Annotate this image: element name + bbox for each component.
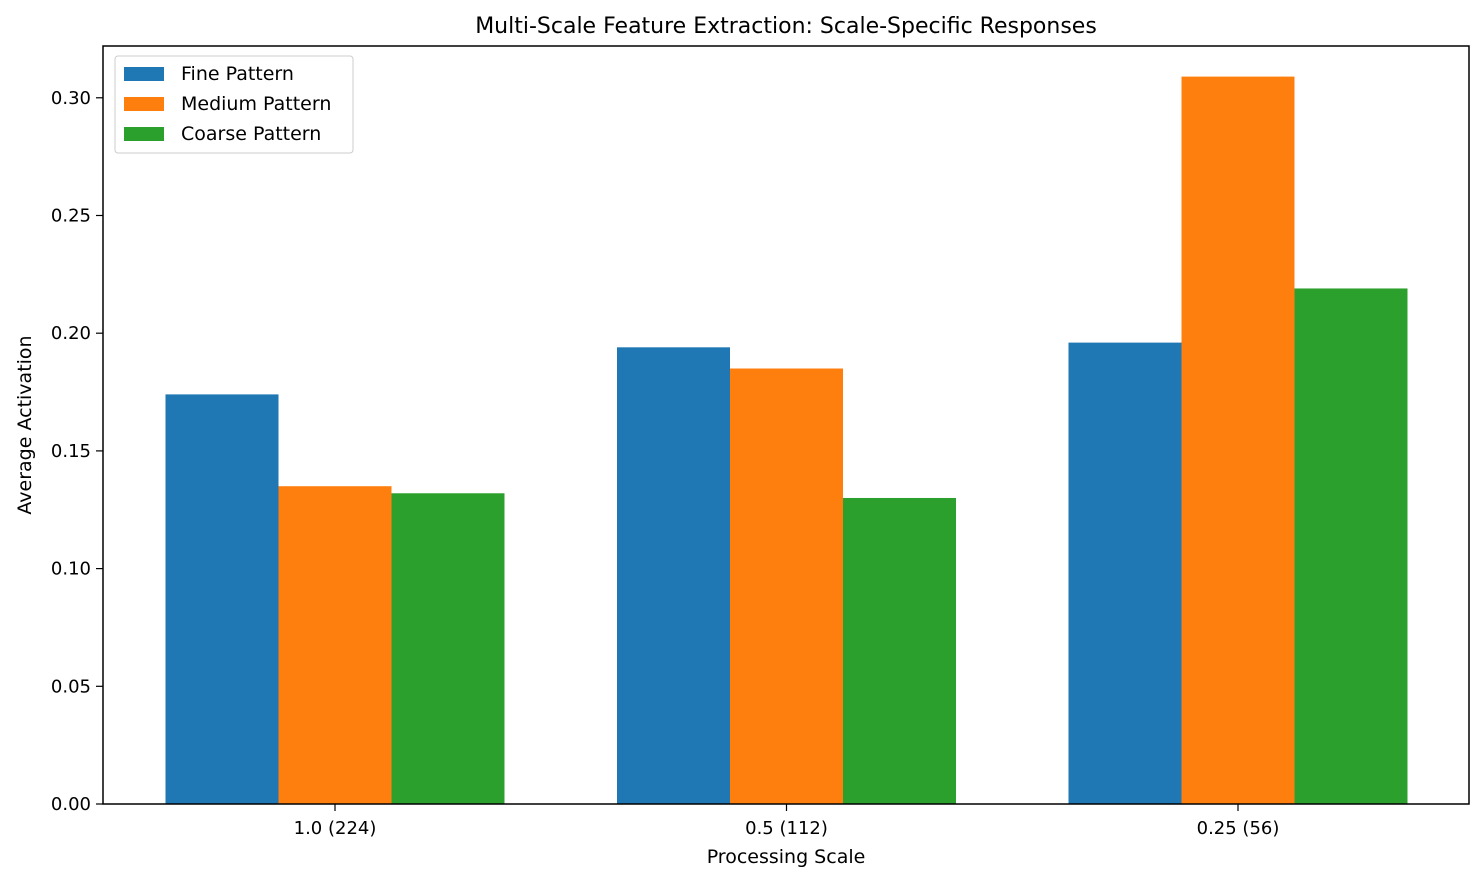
y-tick-label: 0.20: [51, 323, 91, 344]
legend-frame: [114, 55, 354, 154]
bar-coarse-0: [391, 493, 505, 804]
legend-swatch-medium: [124, 97, 164, 111]
chart-title: Multi-Scale Feature Extraction: Scale-Sp…: [475, 14, 1097, 39]
bar-medium-2: [1181, 76, 1295, 805]
y-axis: 0.00 0.05 0.10 0.15 0.20 0.25 0.30: [51, 88, 103, 815]
x-tick-label: 0.5 (112): [745, 818, 828, 839]
legend-swatch-coarse: [124, 127, 164, 141]
y-tick-label: 0.00: [51, 794, 91, 815]
legend-label-coarse: Coarse Pattern: [181, 123, 321, 145]
legend: Fine Pattern Medium Pattern Coarse Patte…: [114, 55, 354, 154]
bars-layer: [165, 76, 1408, 805]
y-tick-label: 0.15: [51, 441, 91, 462]
bar-medium-0: [278, 486, 392, 804]
y-tick-label: 0.30: [51, 88, 91, 109]
bar-fine-2: [1068, 342, 1182, 804]
legend-swatch-fine: [124, 67, 164, 81]
bar-fine-1: [617, 347, 730, 804]
x-tick-label: 0.25 (56): [1197, 818, 1280, 839]
bar-coarse-2: [1294, 288, 1408, 805]
y-axis-label: Average Activation: [14, 335, 36, 514]
x-axis-label: Processing Scale: [707, 846, 866, 868]
legend-label-fine: Fine Pattern: [181, 63, 294, 85]
x-axis: 1.0 (224) 0.5 (112) 0.25 (56): [294, 804, 1280, 839]
bar-medium-1: [730, 368, 843, 804]
x-tick-label: 1.0 (224): [294, 818, 377, 839]
bar-coarse-1: [843, 497, 956, 804]
y-tick-label: 0.10: [51, 559, 91, 580]
y-tick-label: 0.05: [51, 676, 91, 697]
legend-label-medium: Medium Pattern: [181, 93, 331, 115]
y-tick-label: 0.25: [51, 205, 91, 226]
bar-fine-0: [165, 394, 279, 804]
